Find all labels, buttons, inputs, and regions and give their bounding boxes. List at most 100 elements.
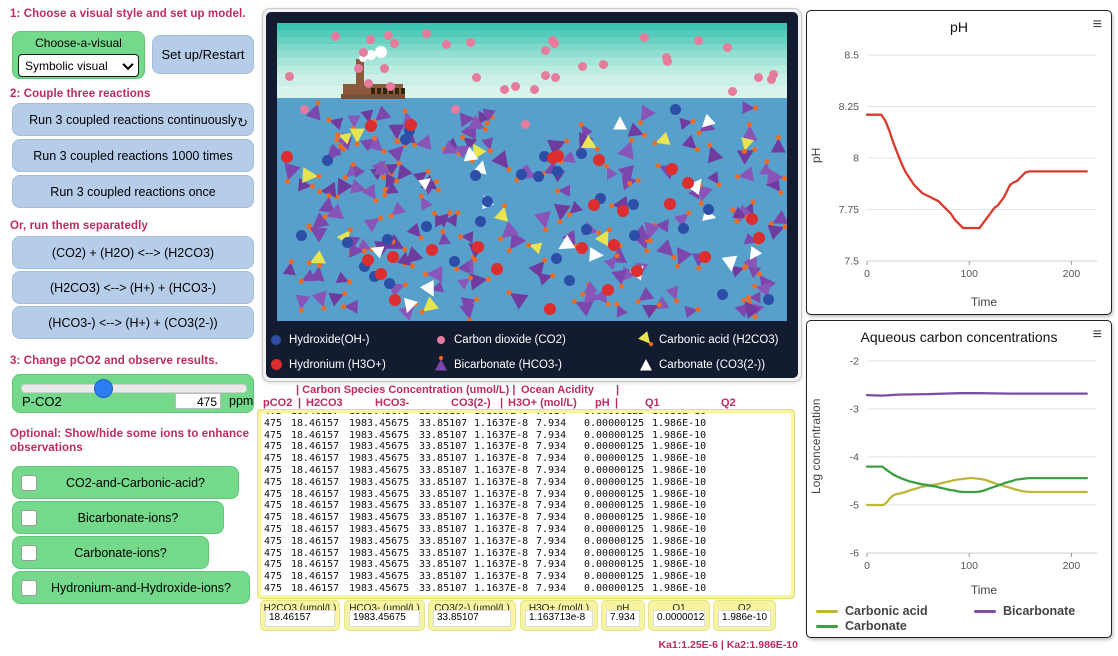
reaction1-button[interactable]: (CO2) + (H2O) <--> (H2CO3) xyxy=(12,236,254,269)
menu-icon[interactable]: ≡ xyxy=(1092,16,1102,33)
particle xyxy=(737,136,754,155)
particle xyxy=(365,34,375,44)
menu-icon[interactable]: ≡ xyxy=(1092,326,1102,343)
particle xyxy=(480,108,497,126)
run-coupled-1000-button[interactable]: Run 3 coupled reactions 1000 times xyxy=(12,139,254,172)
particle xyxy=(389,39,399,49)
svg-text:8: 8 xyxy=(853,153,859,165)
checkbox[interactable] xyxy=(21,580,37,596)
particle xyxy=(592,153,605,166)
particle xyxy=(547,36,557,46)
particle xyxy=(753,73,763,83)
particle xyxy=(741,121,759,142)
particle xyxy=(296,229,308,241)
run-coupled-once-button[interactable]: Run 3 coupled reactions once xyxy=(12,175,254,208)
svg-text:-2: -2 xyxy=(850,356,859,368)
reaction2-button[interactable]: (H2CO3) <--> (H+) + (HCO3-) xyxy=(12,271,254,304)
legend-item-bicarbonate-line: Bicarbonate xyxy=(974,604,1102,618)
carbonic-acid-line-swatch xyxy=(816,609,838,613)
monitor-ph: pH 7.934 xyxy=(601,600,645,631)
table-header-row1: | Carbon Species Concentration (umol/L) … xyxy=(296,384,620,396)
checkbox[interactable] xyxy=(21,475,37,491)
slider-track[interactable] xyxy=(21,379,247,398)
legend-item-hydronium: Hydronium (H3O+) xyxy=(267,352,432,377)
checkbox[interactable] xyxy=(21,510,37,526)
note-separately: Or, run them separatedly xyxy=(10,220,148,232)
world-view-card: Hydroxide(OH-) Hydronium (H3O+) Carbon d… xyxy=(262,8,802,382)
aqueous-plot-legend: Carbonic acid Bicarbonate Carbonate xyxy=(807,604,1111,633)
particle xyxy=(493,202,512,222)
toggle-label: CO2-and-Carbonic-acid? xyxy=(66,475,205,490)
toggle-hydronium-hydroxide[interactable]: Hydronium-and-Hydroxide-ions? xyxy=(12,571,250,604)
toggle-co2-carbonic[interactable]: CO2-and-Carbonic-acid? xyxy=(12,466,239,499)
output-row: 47518.461571983.4567533.851071.1637E-87.… xyxy=(261,413,791,418)
particle xyxy=(663,197,676,210)
particle xyxy=(530,84,540,94)
particle xyxy=(421,28,431,38)
particle xyxy=(722,43,732,53)
particle xyxy=(375,267,387,280)
particle xyxy=(666,163,679,176)
particle xyxy=(282,259,298,277)
svg-text:-4: -4 xyxy=(850,452,859,464)
slider-value-input[interactable]: 475 xyxy=(175,393,221,409)
smoke xyxy=(359,54,367,62)
svg-text:7.75: 7.75 xyxy=(839,204,860,216)
visual-select-value: Symbolic visual xyxy=(25,58,108,73)
particle xyxy=(698,250,711,263)
carbonate-line-swatch xyxy=(816,624,838,628)
particle xyxy=(521,120,531,130)
particle xyxy=(684,303,701,319)
particle xyxy=(702,142,725,165)
particle xyxy=(436,228,451,245)
particle xyxy=(661,53,671,63)
visual-select[interactable]: Symbolic visual xyxy=(18,54,139,77)
setup-restart-button[interactable]: Set up/Restart xyxy=(152,35,254,74)
particle xyxy=(386,82,396,92)
slider-thumb[interactable] xyxy=(94,379,114,398)
particle xyxy=(601,284,614,297)
particle xyxy=(679,115,696,131)
hydroxide-icon xyxy=(267,334,285,345)
legend-item-carbonate: Carbonate (CO3(2-)) xyxy=(637,352,797,377)
run-coupled-continuous-button[interactable]: Run 3 coupled reactions continuously ↻ xyxy=(12,103,254,136)
particle xyxy=(540,71,550,81)
output-area[interactable]: 475 18.46157 1983.45675 33.85107 1.1637E-8 7.… xyxy=(257,409,795,599)
carbonate-icon xyxy=(637,358,655,371)
particle xyxy=(400,133,411,145)
particle xyxy=(552,165,564,177)
particle xyxy=(651,130,671,149)
svg-text:8.25: 8.25 xyxy=(839,101,860,113)
particle xyxy=(466,37,475,47)
monitor-hco3-: HCO3- (umol/L) 1983.45675 xyxy=(344,600,425,631)
particle xyxy=(461,143,479,161)
particle xyxy=(405,119,418,132)
pco2-slider: P-CO2 475 ppm xyxy=(12,374,254,413)
particle xyxy=(516,169,528,180)
toggle-label: Carbonate-ions? xyxy=(74,545,167,560)
particle xyxy=(551,203,572,225)
factory xyxy=(341,46,405,99)
toggle-carbonate[interactable]: Carbonate-ions? xyxy=(12,536,209,569)
checkbox[interactable] xyxy=(21,545,37,561)
svg-text:200: 200 xyxy=(1063,268,1081,280)
svg-text:-6: -6 xyxy=(850,548,859,560)
particle xyxy=(752,232,765,244)
particle xyxy=(581,224,593,236)
ph-plot-title: pH xyxy=(950,19,968,35)
toggle-bicarbonate[interactable]: Bicarbonate-ions? xyxy=(12,501,224,534)
particle xyxy=(742,101,759,116)
legend-label: Carbon dioxide (CO2) xyxy=(454,333,566,346)
aqueous-plot-card: Aqueous carbon concentrations ≡ Log conc… xyxy=(806,320,1112,638)
particle xyxy=(361,253,374,266)
legend-item-bicarbonate: Bicarbonate (HCO3-) xyxy=(432,352,637,377)
loop-icon: ↻ xyxy=(237,115,248,130)
reaction3-button[interactable]: (HCO3-) <--> (H+) + (CO3(2-)) xyxy=(12,306,254,339)
particle xyxy=(349,128,365,147)
note-step2: 2: Couple three reactions xyxy=(10,88,151,100)
monitor-h3o+: H3O+ (mol/L) 1.163713e-8 xyxy=(520,600,598,631)
legend-item-carbonic: Carbonic acid (H2CO3) xyxy=(637,327,797,352)
